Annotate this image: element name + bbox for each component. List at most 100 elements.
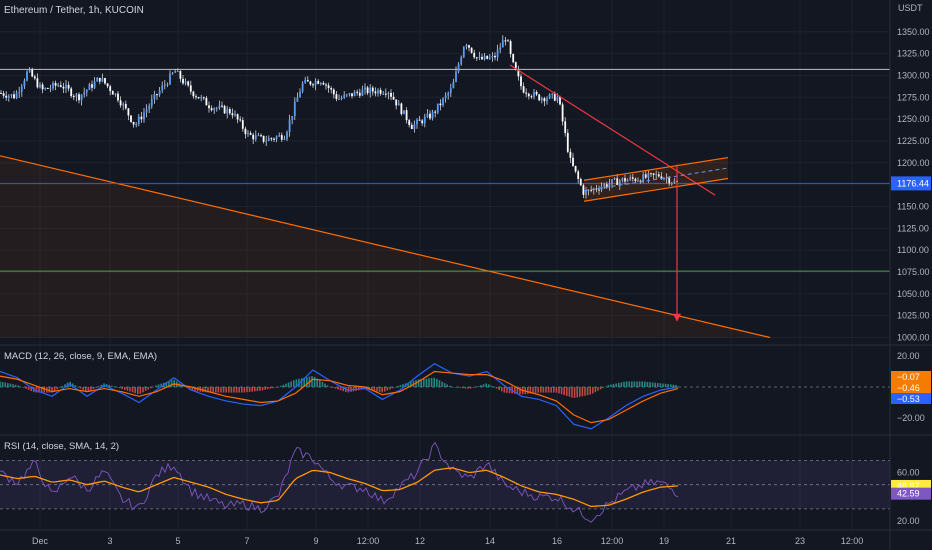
candle-body <box>218 105 221 108</box>
time-tick: 3 <box>107 536 112 546</box>
macd-histogram-bar <box>277 386 279 388</box>
rsi-pane <box>0 441 890 523</box>
candle-body <box>202 97 205 99</box>
candle-body <box>44 88 47 90</box>
candle-body <box>673 180 676 183</box>
candle-body <box>397 103 400 106</box>
candle-body <box>514 62 517 70</box>
candle-body <box>650 173 652 175</box>
macd-histogram-bar <box>631 381 633 387</box>
candle-body <box>283 138 286 140</box>
candle-body <box>574 165 577 172</box>
candle-body <box>616 178 619 185</box>
macd-histogram-bar <box>87 387 90 392</box>
macd-histogram-bar <box>282 384 285 387</box>
macd-histogram-bar <box>441 381 443 387</box>
macd-histogram-bar <box>111 385 113 387</box>
candle-body <box>130 115 132 122</box>
macd-histogram-bar <box>100 384 103 387</box>
macd-tag-label: −0.53 <box>897 394 920 404</box>
macd-title: MACD (12, 26, close, 9, EMA, EMA) <box>4 351 158 362</box>
macd-histogram-bar <box>4 382 6 387</box>
candle-body <box>595 188 598 190</box>
rsi-line <box>0 441 679 523</box>
candle-body <box>132 121 135 125</box>
macd-histogram-bar <box>150 387 152 389</box>
candle-body <box>390 92 392 97</box>
macd-histogram-bar <box>649 382 651 387</box>
macd-histogram-bar <box>469 387 472 389</box>
candle-body <box>462 46 465 58</box>
price-tick: 1100.00 <box>897 245 929 255</box>
candle-body <box>631 177 634 179</box>
candle-body <box>174 71 177 73</box>
macd-histogram-bar <box>38 387 40 393</box>
macd-histogram-bar <box>108 384 110 387</box>
candle-body <box>52 82 54 89</box>
candle-body <box>504 40 507 42</box>
candle-body <box>236 114 239 120</box>
candle-body <box>249 132 252 135</box>
time-tick: 12:00 <box>601 536 624 546</box>
candle-body <box>234 114 236 116</box>
candle-body <box>223 105 226 114</box>
macd-histogram-bar <box>77 386 79 388</box>
candle-body <box>208 105 210 109</box>
candle-body <box>473 52 476 58</box>
macd-histogram-bar <box>74 385 77 387</box>
macd-histogram-bar <box>667 384 669 387</box>
macd-histogram-bar <box>316 378 318 387</box>
macd-histogram-bar <box>183 386 186 387</box>
candle-body <box>353 91 356 97</box>
macd-histogram-bar <box>467 387 469 389</box>
macd-histogram-bar <box>558 387 560 394</box>
candle-body <box>384 93 387 95</box>
macd-histogram-bar <box>337 387 339 390</box>
macd-histogram-bar <box>438 380 441 387</box>
macd-histogram-bar <box>384 387 386 392</box>
macd-histogram-bar <box>165 381 168 387</box>
macd-histogram-bar <box>142 387 144 393</box>
macd-histogram-bar <box>209 387 212 393</box>
candle-body <box>124 103 127 109</box>
macd-histogram-bar <box>599 387 602 390</box>
candle-body <box>509 41 512 54</box>
macd-histogram-bar <box>584 387 586 396</box>
candle-body <box>135 124 138 126</box>
candle-body <box>169 73 171 85</box>
macd-histogram-bar <box>64 384 66 387</box>
macd-histogram-bar <box>391 387 394 389</box>
macd-histogram-bar <box>534 387 537 393</box>
candle-body <box>533 91 535 97</box>
macd-histogram-bar <box>508 387 511 394</box>
candle-body <box>239 119 242 121</box>
macd-histogram-bar <box>472 387 474 388</box>
macd-histogram-bar <box>129 387 131 392</box>
candle-body <box>67 84 70 89</box>
macd-histogram-bar <box>98 386 100 387</box>
candle-body <box>371 87 374 92</box>
candle-body <box>195 96 197 98</box>
candle-body <box>538 94 541 101</box>
macd-histogram-bar <box>113 386 116 388</box>
candle-body <box>179 71 182 79</box>
candle-body <box>548 94 551 99</box>
candle-body <box>507 40 509 42</box>
macd-histogram-bar <box>456 387 459 388</box>
macd-histogram-bar <box>116 387 118 388</box>
macd-histogram-bar <box>651 382 654 387</box>
candle-body <box>140 116 143 120</box>
candle-body <box>496 49 499 58</box>
macd-histogram-bar <box>612 384 615 387</box>
macd-histogram-bar <box>430 378 433 387</box>
candle-body <box>626 179 629 182</box>
candle-body <box>569 151 572 158</box>
macd-histogram-bar <box>40 387 43 393</box>
candle-body <box>413 124 416 130</box>
candle-body <box>343 94 346 98</box>
candle-body <box>642 174 645 183</box>
macd-histogram-bar <box>436 378 438 387</box>
candle-body <box>431 111 434 119</box>
time-tick: 23 <box>795 536 805 546</box>
macd-histogram-bar <box>61 386 64 387</box>
